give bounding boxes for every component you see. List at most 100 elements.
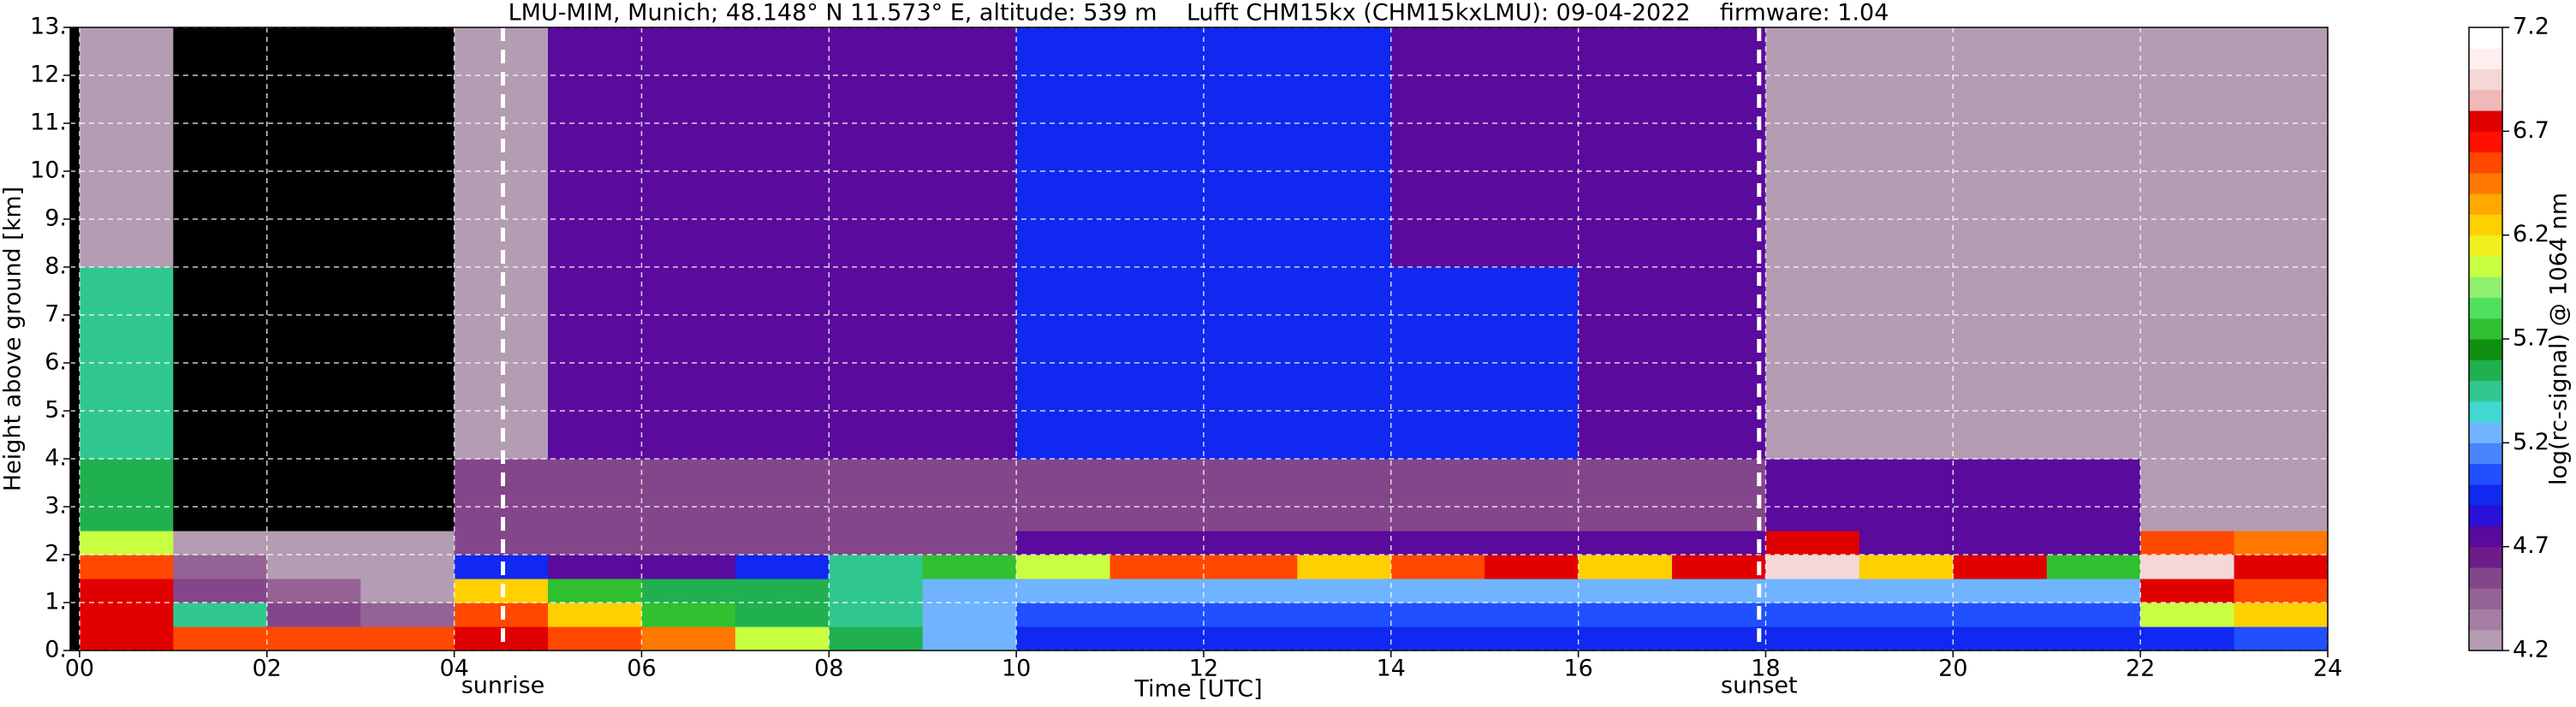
heatmap-cell [2140,27,2235,268]
heatmap-cell [2234,459,2328,532]
heatmap-cell [1297,555,1392,579]
heatmap-cell [829,555,924,579]
x-tick-label: 06 [627,656,656,682]
colorbar-swatch [2469,214,2502,236]
colorbar-swatch [2469,609,2502,631]
heatmap-cell [173,459,268,532]
plot-frame [69,27,2329,651]
heatmap-cell [922,603,1017,627]
heatmap-cell [173,555,268,579]
heatmap-cell [2046,627,2141,651]
heatmap-cell [2140,555,2235,579]
heatmap-cell [1390,555,1485,579]
heatmap-cell [829,459,924,532]
heatmap-cell [1672,27,1766,268]
heatmap-cell [2140,459,2235,532]
colorbar-swatch [2469,68,2502,91]
heatmap-cell [829,603,924,627]
heatmap-cell [1016,555,1111,579]
y-tick-label: 13. [30,14,67,40]
heatmap-cell [79,627,174,651]
heatmap-cell [1016,627,1111,651]
heatmap-cell [1672,579,1766,603]
heatmap-cell [1484,27,1580,268]
colorbar-swatch [2469,172,2502,194]
x-tick-label: 14 [1377,656,1406,682]
heatmap-cell [1859,603,1954,627]
heatmap-cell [266,627,361,651]
heatmap-cell [1484,603,1580,627]
heatmap-cell [1110,531,1205,556]
heatmap-cell [1016,459,1111,532]
heatmap-cell [922,555,1017,579]
heatmap-cell [1390,579,1485,603]
x-tick-label: 16 [1563,656,1592,682]
heatmap-cell [1203,603,1298,627]
heatmap-cell [1859,27,1954,268]
colorbar-swatch [2469,422,2502,443]
heatmap-cell [641,531,736,556]
colorbar-swatch [2469,505,2502,526]
heatmap-cell [173,579,268,603]
heatmap-cell [641,555,736,579]
colorbar-swatch [2469,131,2502,153]
heatmap-cell [1016,531,1111,556]
heatmap-cell [1484,627,1580,651]
heatmap-cell [922,579,1017,603]
heatmap-cell [1953,531,2048,556]
colorbar-swatch [2469,380,2502,402]
heatmap-cell [1390,603,1485,627]
heatmap-cell [1016,27,1111,268]
colorbar-swatch [2469,567,2502,589]
y-tick-label: 8. [45,253,67,280]
x-tick-label: 12 [1189,656,1218,682]
colorbar-swatch [2469,27,2502,49]
heatmap-cell [1765,27,1860,268]
heatmap-cell [829,579,924,603]
heatmap-cell [1484,555,1580,579]
heatmap-cell [735,555,830,579]
heatmap-cell [922,27,1017,268]
heatmap-cell [79,603,174,627]
colorbar-tick-label: 7.2 [2513,14,2549,40]
y-tick-label: 2. [45,541,67,567]
heatmap-cell [360,531,455,556]
heatmap-cell [2046,603,2141,627]
heatmap-cell [1297,459,1392,532]
heatmap-cell [1110,27,1205,268]
heatmap-cell [1110,459,1205,532]
heatmap-cell [266,603,361,627]
heatmap-cell [641,603,736,627]
heatmap-cell [1110,627,1205,651]
heatmap-cell [1203,579,1298,603]
heatmap-cell [2140,531,2235,556]
heatmap-cell [1390,627,1485,651]
heatmap-cell [2234,627,2328,651]
x-tick-label: 04 [439,656,468,682]
event-label: sunrise [461,673,545,699]
heatmap-cell [2234,603,2328,627]
heatmap-cell [1953,459,2048,532]
heatmap-cell [173,627,268,651]
heatmap-cell [360,579,455,603]
x-tick-label: 22 [2126,656,2155,682]
heatmap-cell [2140,603,2235,627]
heatmap-cell [922,627,1017,651]
heatmap-cell [1953,27,2048,268]
heatmap-cell [548,627,642,651]
colorbar-swatch [2469,235,2502,257]
heatmap-cell [79,555,174,579]
heatmap-cell [360,603,455,627]
heatmap-cell [360,555,455,579]
heatmap-cell [548,531,642,556]
heatmap-cell [1859,531,1954,556]
heatmap-cell [1765,531,1860,556]
heatmap-cell [829,627,924,651]
colorbar-swatch [2469,588,2502,609]
colorbar-swatch [2469,359,2502,382]
x-tick-label: 02 [253,656,282,682]
colorbar-swatch [2469,89,2502,111]
heatmap-cell [1578,627,1673,651]
colorbar-swatch [2469,339,2502,360]
